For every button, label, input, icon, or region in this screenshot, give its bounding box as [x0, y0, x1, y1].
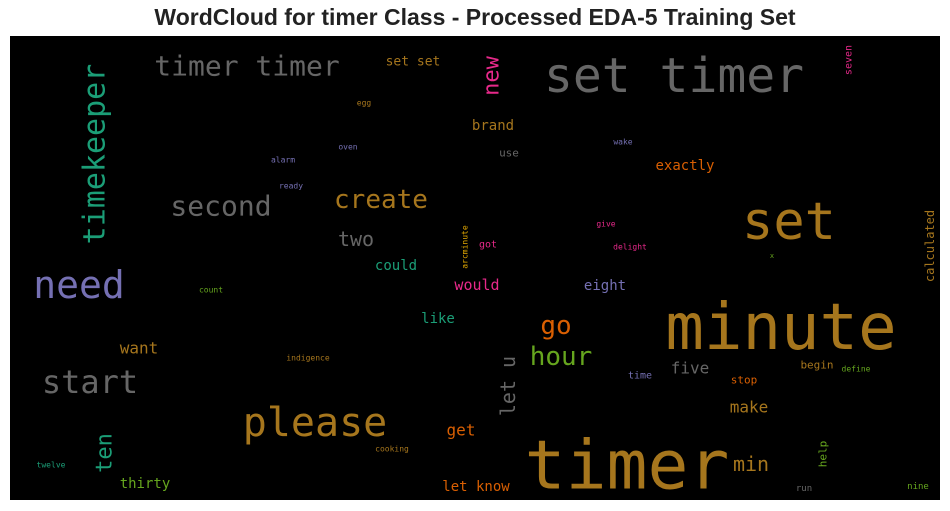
word-ten: ten — [93, 433, 118, 473]
word-could: could — [375, 258, 417, 274]
wordcloud-background — [10, 36, 940, 500]
word-brand: brand — [472, 118, 514, 134]
word-make: make — [730, 398, 769, 417]
word-start: start — [42, 363, 138, 401]
word-delight: delight — [613, 243, 647, 252]
chart-title: WordCloud for timer Class - Processed ED… — [154, 4, 796, 30]
wordcloud-words: timer minute set timer set please need start ti… — [33, 45, 937, 500]
word-twelve: twelve — [37, 461, 66, 470]
word-indigence: indigence — [286, 354, 330, 363]
word-egg: egg — [357, 99, 372, 108]
word-seven: seven — [844, 45, 855, 75]
word-use: use — [499, 147, 519, 160]
word-begin: begin — [800, 359, 833, 372]
word-let-u: let u — [496, 356, 520, 416]
word-give: give — [596, 220, 615, 229]
word-ready: ready — [279, 182, 303, 191]
word-arcminute: arcminute — [461, 225, 470, 269]
word-two: two — [338, 227, 374, 251]
word-count: count — [199, 286, 223, 295]
word-go: go — [540, 311, 571, 341]
word-timer: timer — [525, 427, 730, 501]
word-hour: hour — [530, 342, 593, 372]
word-cooking: cooking — [375, 445, 409, 454]
word-oven: oven — [338, 143, 357, 152]
word-stop: stop — [731, 374, 758, 387]
word-get: get — [447, 421, 476, 440]
word-let-know: let know — [442, 479, 510, 495]
word-wake: wake — [613, 138, 632, 147]
word-new: new — [480, 55, 505, 95]
word-second: second — [170, 190, 271, 223]
word-thirty: thirty — [120, 476, 171, 492]
word-x: x — [770, 252, 774, 260]
word-eight: eight — [584, 278, 626, 294]
word-got: got — [479, 240, 497, 251]
word-timekeeper: timekeeper — [78, 64, 113, 245]
word-calculated: calculated — [923, 210, 937, 282]
word-exactly: exactly — [655, 158, 714, 174]
word-please: please — [243, 400, 388, 446]
word-run: run — [796, 484, 812, 494]
word-time: time — [628, 371, 652, 382]
word-minute: minute — [665, 291, 896, 365]
word-five: five — [671, 359, 710, 378]
word-would: would — [454, 276, 499, 294]
word-need: need — [33, 263, 125, 307]
word-want: want — [120, 339, 159, 358]
word-set: set — [742, 192, 836, 252]
word-define: define — [842, 365, 871, 374]
word-timer-timer: timer timer — [154, 50, 339, 83]
word-nine: nine — [907, 482, 929, 492]
word-alarm: alarm — [271, 156, 295, 165]
word-min: min — [733, 452, 769, 476]
word-like: like — [421, 311, 455, 327]
word-create: create — [334, 185, 428, 215]
word-set-set: set set — [386, 55, 441, 70]
word-help: help — [817, 441, 830, 468]
wordcloud-canvas: timer minute set timer set please need start ti… — [10, 36, 940, 500]
word-set-timer: set timer — [544, 48, 804, 104]
